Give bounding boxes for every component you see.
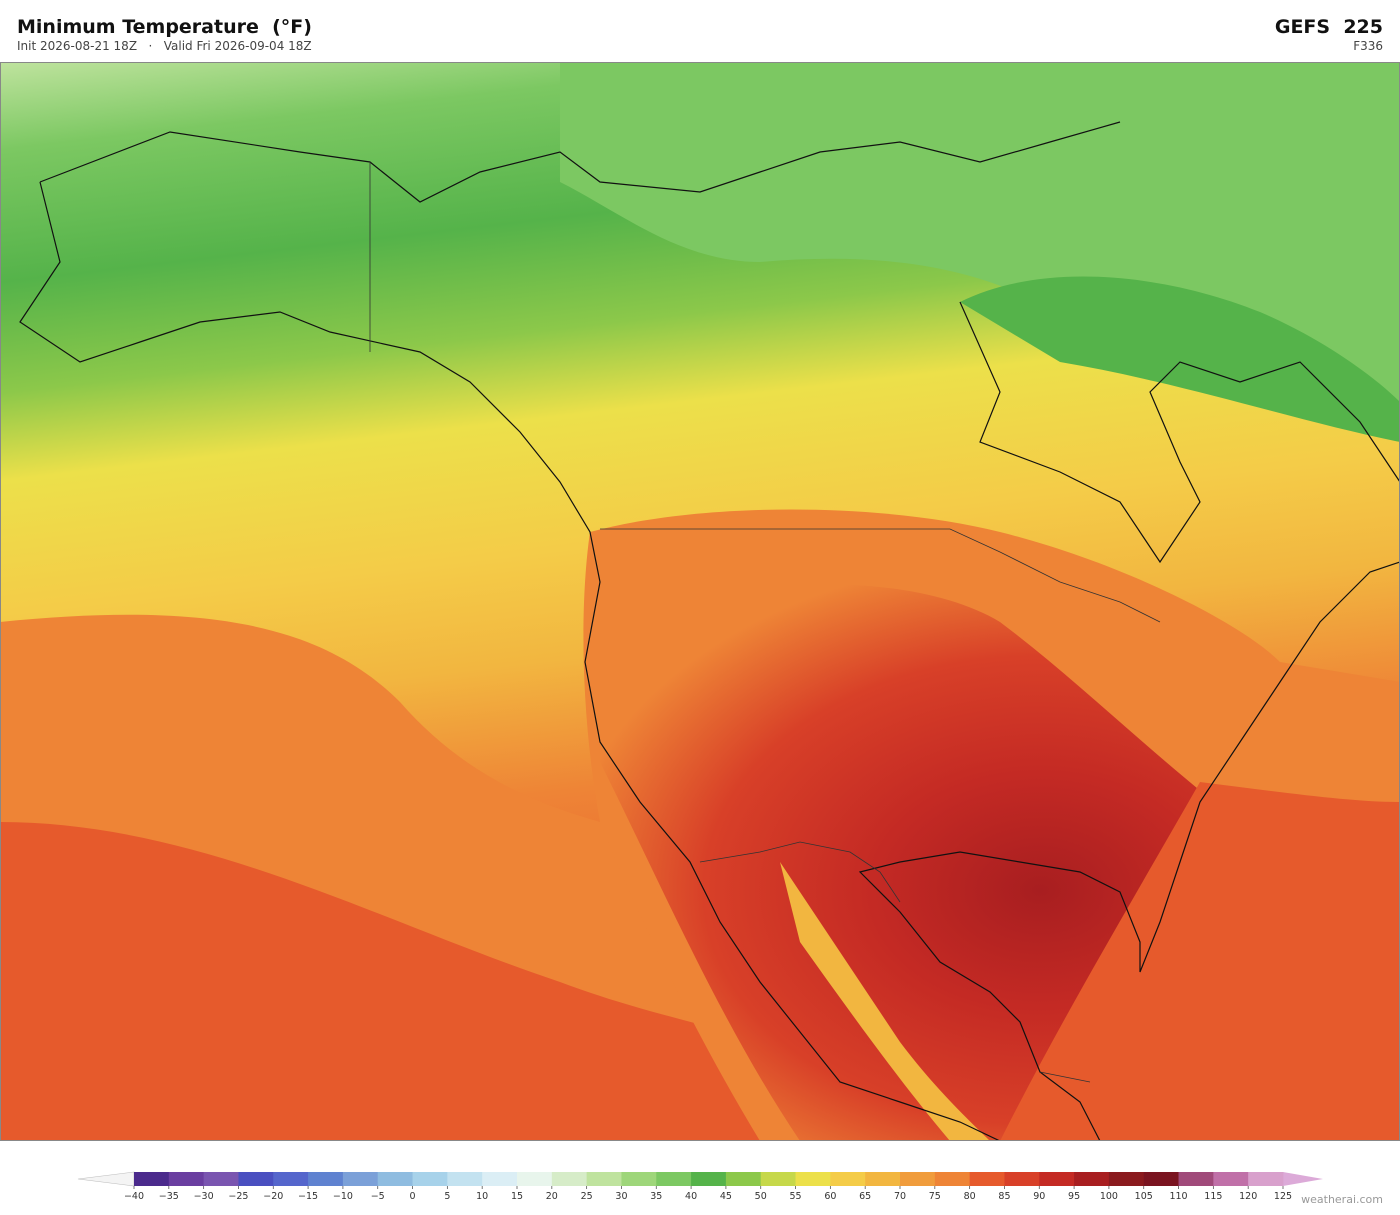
colorbar-swatch <box>482 1172 518 1186</box>
colorbar-swatch <box>934 1172 971 1186</box>
map-title: Minimum Temperature (°F) <box>17 16 312 38</box>
colorbar-tick-label: −30 <box>194 1191 214 1202</box>
colorbar-tick-label: 30 <box>615 1191 627 1202</box>
colorbar-swatch <box>412 1172 448 1186</box>
colorbar-tick-label: 85 <box>998 1191 1010 1202</box>
colorbar-swatch <box>1178 1172 1214 1186</box>
colorbar-over <box>1283 1172 1323 1186</box>
colorbar-swatch <box>725 1172 762 1186</box>
colorbar-tick-label: 5 <box>444 1191 450 1202</box>
colorbar-tick-label: 100 <box>1100 1191 1118 1202</box>
colorbar-swatch <box>342 1172 379 1186</box>
colorbar-swatch <box>238 1172 274 1186</box>
colorbar-swatch <box>1074 1172 1110 1186</box>
colorbar-under <box>77 1171 135 1187</box>
land-region <box>960 276 1400 442</box>
colorbar-tick-label: −40 <box>124 1191 144 1202</box>
colorbar-swatch <box>830 1172 866 1186</box>
colorbar-tick-label: 95 <box>1068 1191 1080 1202</box>
colorbar-tick-label: 55 <box>789 1191 801 1202</box>
colorbar-tick-label: −20 <box>263 1191 283 1202</box>
ocean-band <box>1000 782 1400 1141</box>
colorbar-swatch <box>517 1172 553 1186</box>
colorbar-tick-label: 75 <box>929 1191 941 1202</box>
colorbar-swatch <box>1039 1172 1075 1186</box>
border <box>369 162 1161 1083</box>
forecast-hour: F336 <box>1353 39 1383 53</box>
colorbar-swatch <box>377 1172 413 1186</box>
colorbar-swatch <box>969 1172 1005 1186</box>
colorbar-swatch <box>1108 1172 1145 1186</box>
colorbar-tick-label: 15 <box>511 1191 523 1202</box>
colorbar-swatch <box>168 1172 205 1186</box>
colorbar-swatch <box>900 1172 936 1186</box>
colorbar-swatch <box>447 1172 483 1186</box>
colorbar-tick-label: 90 <box>1033 1191 1045 1202</box>
colorbar-tick-label: 105 <box>1135 1191 1153 1202</box>
colorbar-tick-label: −10 <box>333 1191 353 1202</box>
colorbar-tick-label: −35 <box>159 1191 179 1202</box>
colorbar-swatch <box>1213 1172 1249 1186</box>
colorbar-tick-label: 60 <box>824 1191 836 1202</box>
colorbar-tick-label: 115 <box>1204 1191 1222 1202</box>
coastline <box>19 121 1400 1141</box>
colorbar-swatch <box>1248 1172 1284 1186</box>
map-subtitle: Init 2026-08-21 18Z · Valid Fri 2026-09-… <box>17 39 312 53</box>
colorbar-swatch <box>760 1172 796 1186</box>
colorbar-swatch <box>865 1172 901 1186</box>
colorbar-swatch <box>134 1172 170 1186</box>
colorbar-swatch <box>691 1172 727 1186</box>
colorbar-tick-label: −15 <box>298 1191 318 1202</box>
colorbar-swatch <box>203 1172 239 1186</box>
colorbar-tick-label: 0 <box>410 1191 416 1202</box>
colorbar-swatch <box>656 1172 692 1186</box>
colorbar-tick-label: 10 <box>476 1191 488 1202</box>
watermark: weatherai.com <box>1301 1193 1383 1206</box>
colorbar-tick-label: −5 <box>371 1191 385 1202</box>
colorbar-swatch <box>586 1172 622 1186</box>
map <box>0 62 1400 1141</box>
colorbar-tick-label: 25 <box>581 1191 593 1202</box>
colorbar-tick-label: 40 <box>685 1191 697 1202</box>
colorbar-tick-label: 45 <box>720 1191 732 1202</box>
colorbar-tick-label: 70 <box>894 1191 906 1202</box>
colorbar-swatch <box>1004 1172 1040 1186</box>
colorbar-swatch <box>551 1172 588 1186</box>
colorbar-tick-label: 20 <box>546 1191 558 1202</box>
colorbar-tick-label: 35 <box>650 1191 662 1202</box>
model-name: GEFS 225 <box>1274 16 1383 38</box>
colorbar-swatch <box>273 1172 309 1186</box>
colorbar-swatch <box>308 1172 344 1186</box>
colorbar-tick-label: 125 <box>1274 1191 1292 1202</box>
colorbar-tick-label: 120 <box>1239 1191 1257 1202</box>
colorbar-tick-label: 80 <box>964 1191 976 1202</box>
colorbar-tick-label: 50 <box>755 1191 767 1202</box>
colorbar-tick-label: 110 <box>1169 1191 1187 1202</box>
colorbar-tick-label: 65 <box>859 1191 871 1202</box>
colorbar-tick-label: −25 <box>228 1191 248 1202</box>
colorbar-swatch <box>621 1172 657 1186</box>
colorbar: −40 −35 −30 −25 −20 −15 −10 −5 0 5 10 15 20 25 30 35 40 4… <box>77 1171 1323 1202</box>
colorbar-swatch <box>795 1172 831 1186</box>
ocean-band <box>0 822 760 1141</box>
colorbar-swatch <box>1143 1172 1179 1186</box>
